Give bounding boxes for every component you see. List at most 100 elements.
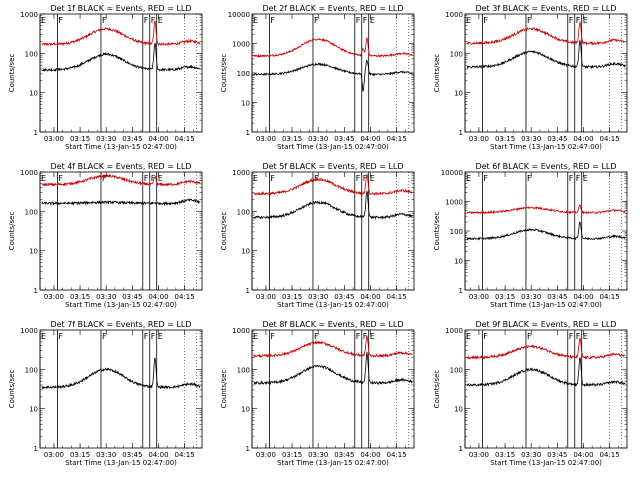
event-marker-label: F (356, 332, 361, 341)
plot-frame (251, 171, 415, 291)
y-axis-label: Counts/sec (8, 212, 16, 251)
event-marker-label: F (576, 332, 581, 341)
x-tick-label: 04:00 (360, 135, 380, 143)
x-tick-label: 03:30 (96, 451, 116, 459)
x-tick-label: 03:15 (70, 451, 90, 459)
plot-frame (251, 329, 415, 449)
plot-frame (39, 13, 203, 133)
y-tick-label: 100 (25, 208, 38, 216)
event-marker-label: E (466, 174, 471, 183)
events-series-line (41, 357, 201, 390)
event-marker-label: F (58, 16, 63, 25)
y-tick-label: 100 (450, 228, 463, 236)
event-marker-label: F (363, 332, 368, 341)
x-tick-label: 03:00 (469, 293, 489, 301)
x-tick-label: 04:00 (148, 451, 168, 459)
event-marker-label: F (270, 16, 275, 25)
x-tick-label: 04:15 (599, 293, 619, 301)
detector-panel: Det 2f BLACK = Events, RED = LLD 1 10 100 10… (220, 4, 415, 151)
x-tick-label: 03:45 (547, 135, 567, 143)
y-tick-label: 1000 (232, 327, 250, 335)
x-tick-label: 04:00 (573, 451, 593, 459)
lld-series-line (466, 21, 626, 46)
event-marker-label: E (370, 174, 375, 183)
y-tick-label: 10000 (228, 11, 250, 19)
event-marker-label: F (270, 174, 275, 183)
event-marker-label: F (356, 174, 361, 183)
detector-panel: Det 1f BLACK = Events, RED = LLD 1 10 100 10… (8, 4, 203, 151)
y-tick-label: 1000 (445, 327, 463, 335)
event-marker-label: E (158, 174, 163, 183)
y-tick-label: 100 (25, 366, 38, 374)
y-tick-label: 1000 (232, 41, 250, 49)
x-tick-label: 03:45 (122, 451, 142, 459)
x-axis-label: Start Time (13-Jan-15 02:47:00) (277, 301, 389, 309)
x-tick-label: 03:15 (282, 451, 302, 459)
x-tick-label: 04:00 (573, 135, 593, 143)
event-marker-label: F (314, 16, 319, 25)
event-marker-label: F (363, 16, 368, 25)
y-tick-label: 1 (459, 445, 463, 453)
event-marker-label: E (370, 332, 375, 341)
x-tick-label: 03:45 (122, 293, 142, 301)
x-tick-label: 03:00 (469, 451, 489, 459)
y-tick-label: 1 (246, 445, 250, 453)
event-marker-label: E (583, 16, 588, 25)
x-axis-label: Start Time (13-Jan-15 02:47:00) (490, 459, 602, 467)
x-tick-label: 03:00 (44, 293, 64, 301)
x-tick-label: 04:00 (148, 135, 168, 143)
plot-frame (39, 329, 203, 449)
event-marker-label: F (102, 332, 107, 341)
event-marker-label: F (144, 174, 149, 183)
x-tick-label: 03:30 (521, 135, 541, 143)
panel-title: Det 9f BLACK = Events, RED = LLD (475, 320, 616, 329)
event-marker-label: E (41, 174, 46, 183)
event-marker-label: E (41, 332, 46, 341)
y-tick-label: 10 (241, 248, 250, 256)
x-tick-label: 04:15 (174, 135, 194, 143)
event-marker-label: F (151, 16, 156, 25)
x-tick-label: 03:15 (495, 135, 515, 143)
events-series-line (41, 42, 201, 73)
event-marker-label: F (144, 16, 149, 25)
event-marker-label: F (576, 16, 581, 25)
x-tick-label: 03:30 (308, 135, 328, 143)
event-marker-label: F (102, 16, 107, 25)
detector-panel: Det 3f BLACK = Events, RED = LLD 1 10 100 10… (433, 4, 628, 151)
event-marker-label: F (483, 332, 488, 341)
lld-series-line (41, 20, 201, 47)
y-tick-label: 1000 (20, 11, 38, 19)
y-tick-label: 1 (459, 287, 463, 295)
y-tick-label: 1 (246, 287, 250, 295)
event-marker-label: E (253, 16, 258, 25)
x-tick-label: 03:45 (122, 135, 142, 143)
y-tick-label: 1000 (20, 169, 38, 177)
event-marker-label: F (144, 332, 149, 341)
x-tick-label: 03:00 (44, 451, 64, 459)
y-axis-label: Counts/sec (220, 370, 228, 409)
y-tick-label: 1 (246, 129, 250, 137)
x-tick-label: 03:00 (469, 135, 489, 143)
lld-series-line (253, 37, 413, 58)
y-axis-label: Counts/sec (433, 54, 441, 93)
events-series-line (466, 356, 626, 388)
x-tick-label: 03:15 (70, 135, 90, 143)
panel-title: Det 8f BLACK = Events, RED = LLD (262, 320, 403, 329)
x-axis-label: Start Time (13-Jan-15 02:47:00) (65, 459, 177, 467)
lld-series-line (253, 173, 413, 197)
y-tick-label: 10 (454, 90, 463, 98)
x-tick-label: 04:15 (174, 451, 194, 459)
events-series-line (253, 190, 413, 221)
event-marker-label: F (58, 174, 63, 183)
y-tick-label: 10 (241, 406, 250, 414)
x-tick-label: 03:30 (308, 293, 328, 301)
x-tick-label: 04:15 (599, 135, 619, 143)
event-marker-label: F (58, 332, 63, 341)
x-tick-label: 03:00 (256, 451, 276, 459)
y-tick-label: 1000 (445, 11, 463, 19)
events-series-line (466, 221, 626, 241)
detector-panel: Det 9f BLACK = Events, RED = LLD 1 10 100 10… (433, 320, 628, 467)
y-tick-label: 100 (25, 50, 38, 58)
y-axis-label: Counts/sec (220, 54, 228, 93)
panel-title: Det 1f BLACK = Events, RED = LLD (50, 4, 191, 13)
